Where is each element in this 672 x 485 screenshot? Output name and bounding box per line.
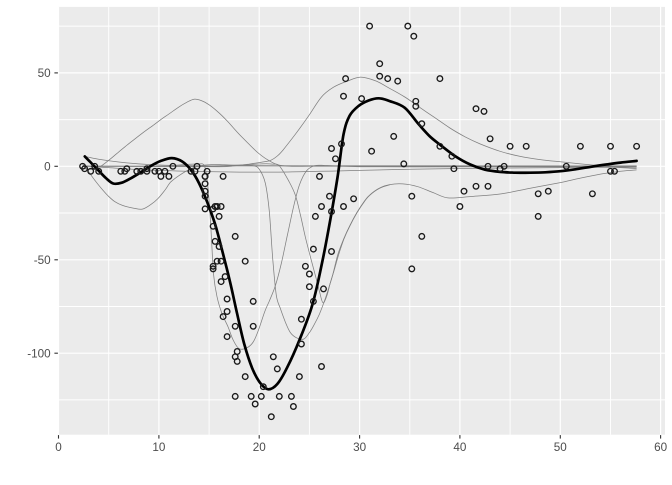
svg-text:-50: -50 [34, 254, 51, 267]
svg-text:0: 0 [55, 441, 62, 454]
svg-text:40: 40 [453, 441, 467, 454]
svg-text:30: 30 [353, 441, 367, 454]
svg-text:0: 0 [44, 160, 51, 173]
svg-text:10: 10 [152, 441, 166, 454]
svg-text:20: 20 [253, 441, 267, 454]
svg-text:50: 50 [554, 441, 568, 454]
svg-text:-100: -100 [27, 347, 51, 360]
svg-text:60: 60 [654, 441, 668, 454]
svg-text:50: 50 [38, 67, 52, 80]
